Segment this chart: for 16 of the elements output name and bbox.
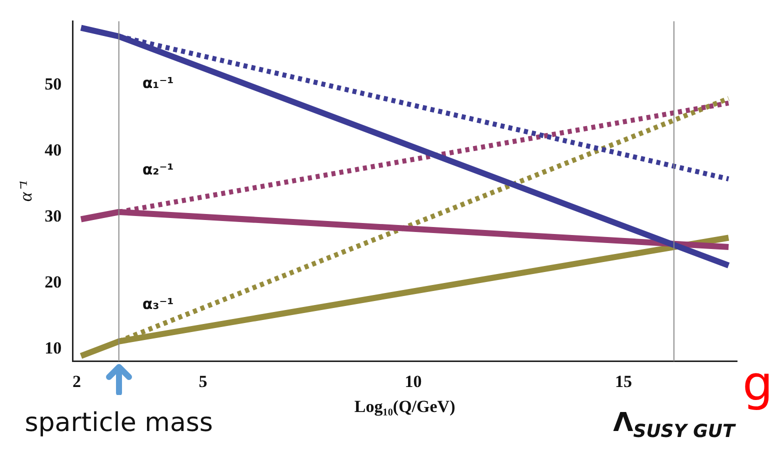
y-tick-label: 10 [44,338,62,358]
annotation: α₃⁻¹ [142,294,174,313]
annotation: α₁⁻¹ [142,74,174,92]
y-axis-title: α⁻¹ [16,180,36,202]
annotation: α₂⁻¹ [142,160,174,179]
x-tick-label: 5 [198,372,208,391]
y-tick-label: 20 [44,272,62,292]
x-axis-title: Log₁₀(Q/GeV) [354,397,456,416]
x-tick-label: 2 [72,372,82,391]
y-tick-label: 50 [44,74,62,94]
text: g [742,356,773,412]
x-tick-label: 15 [614,372,632,391]
x-tick-label: 10 [404,372,422,391]
y-tick-label: 30 [44,206,62,226]
y-tick-label: 40 [44,140,62,160]
ref-line-label: sparticle mass [24,408,213,438]
